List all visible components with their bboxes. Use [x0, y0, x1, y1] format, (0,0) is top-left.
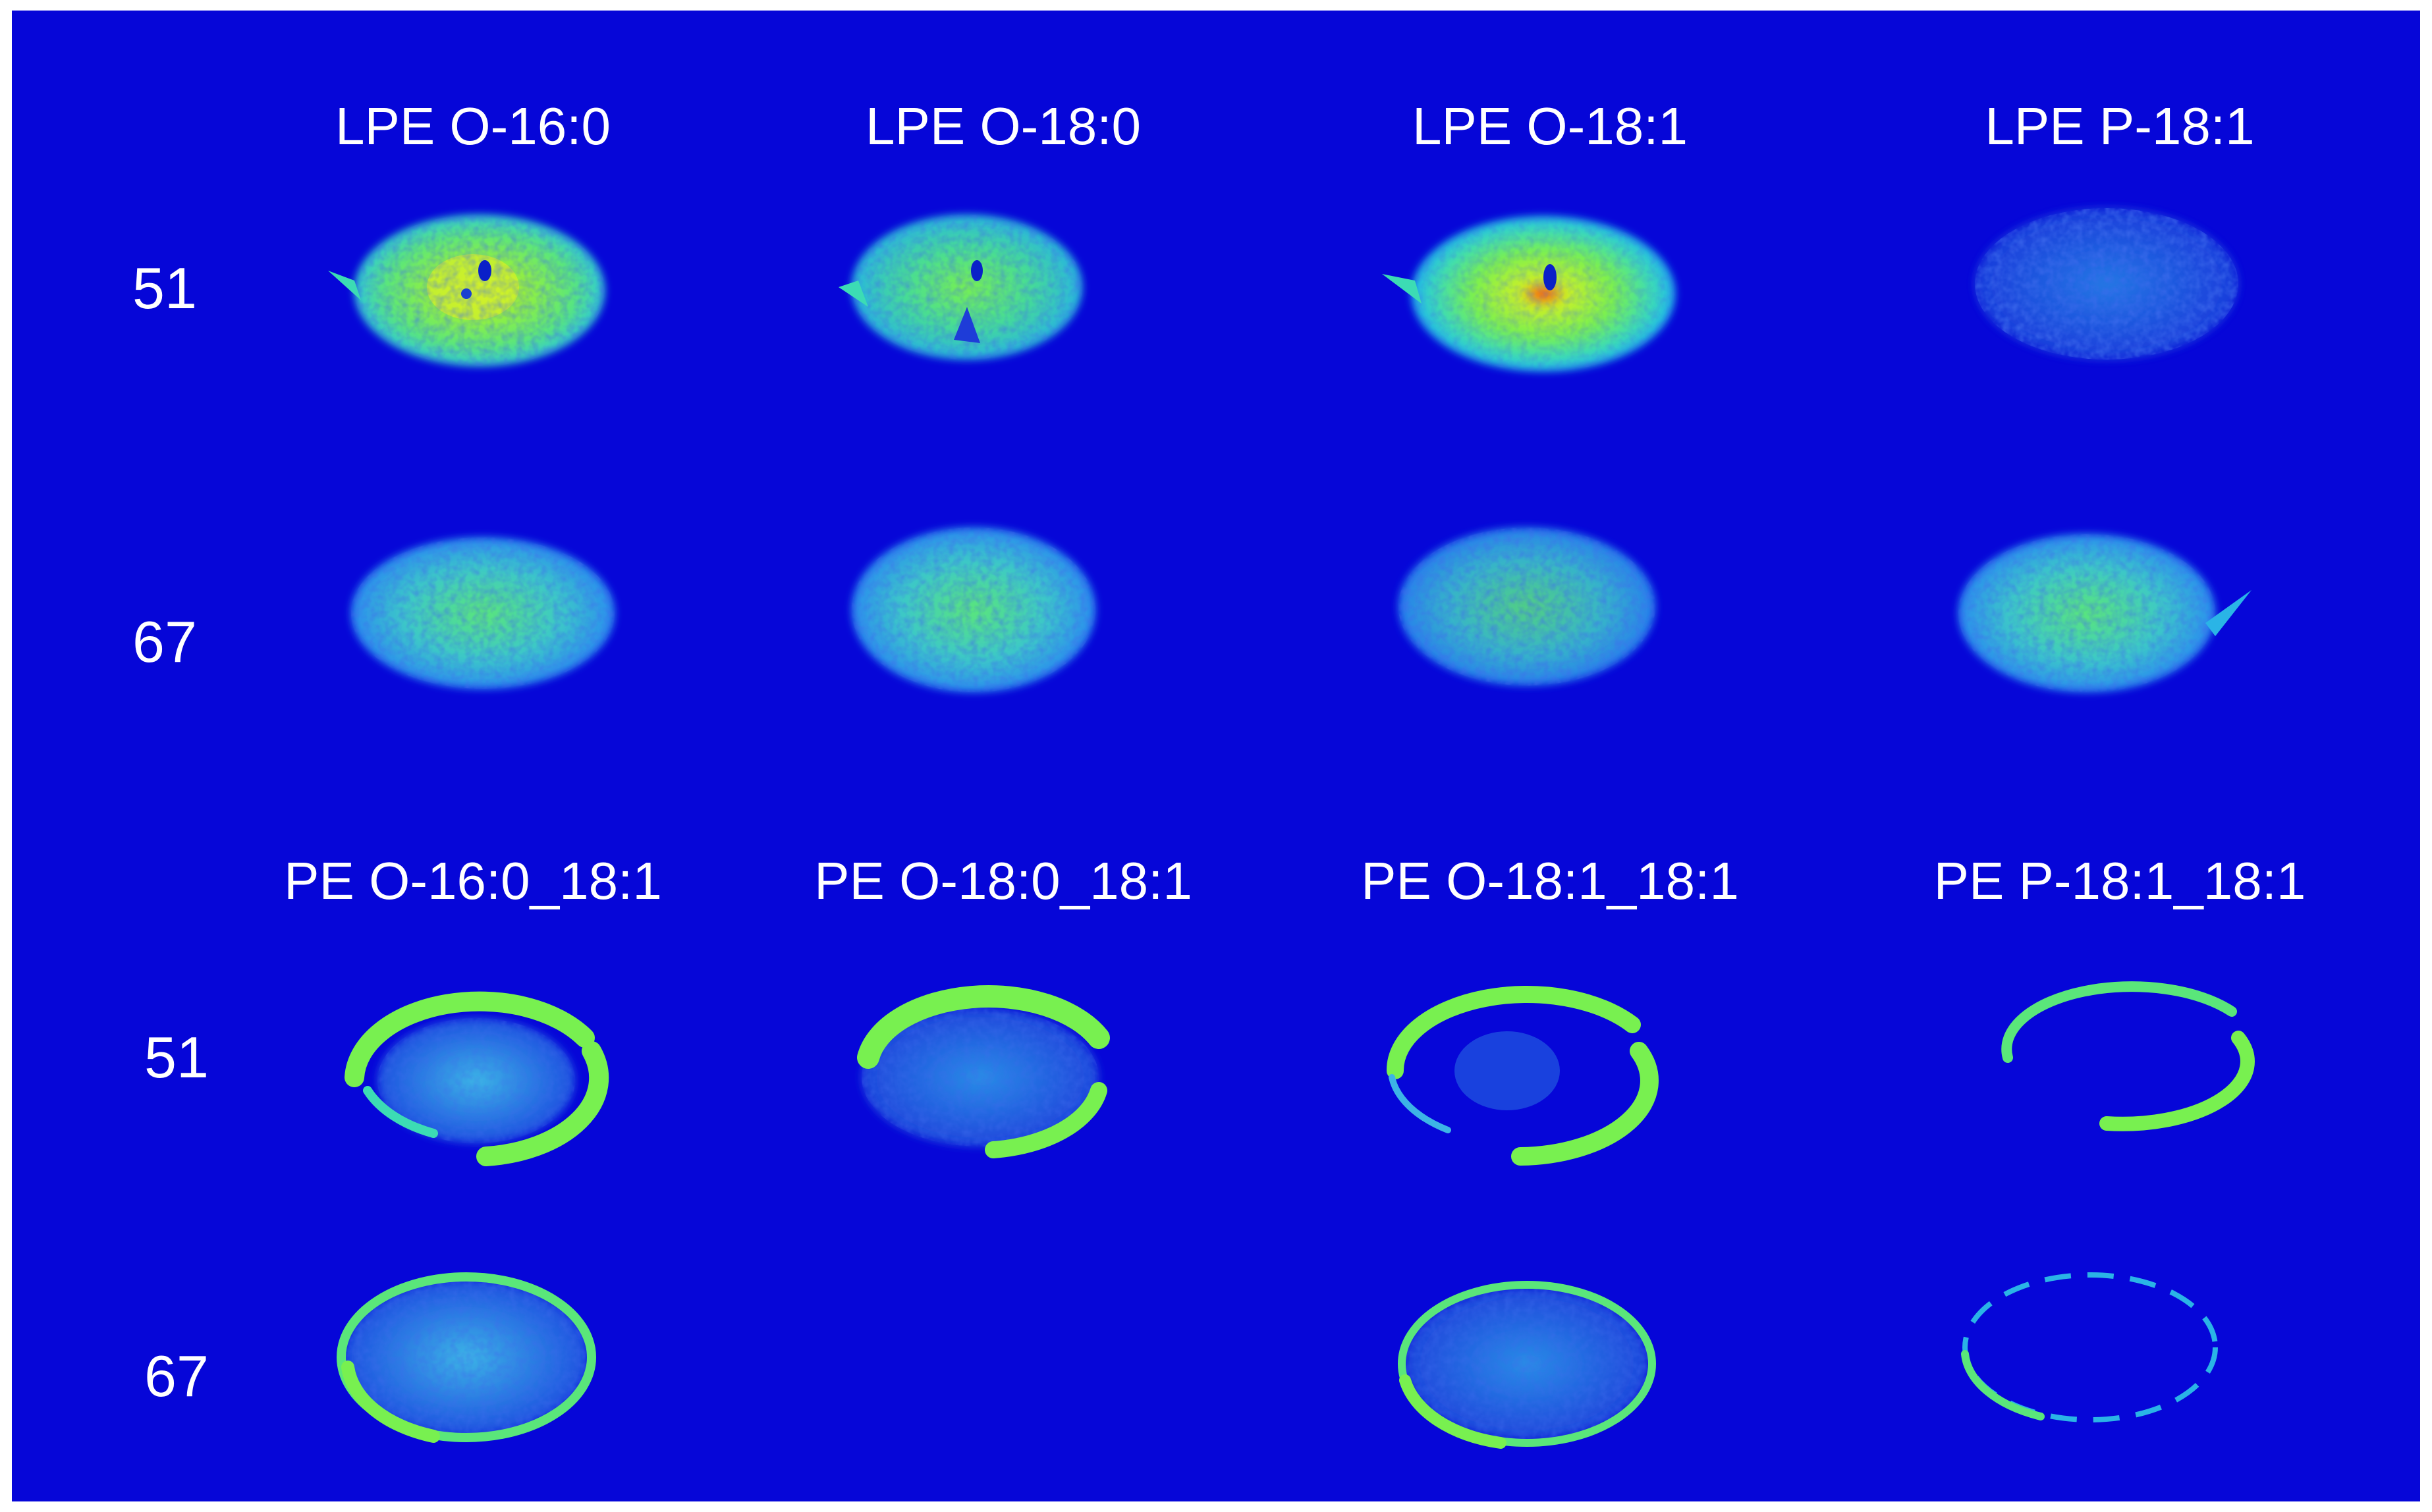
ion-image-lpe-o-18-1-51	[1382, 216, 1675, 371]
row-label-67-top: 67	[132, 609, 197, 674]
ion-image-lpe-o-18-0-67	[852, 527, 1095, 692]
ion-image-pe-o-18-0-18-1-51	[857, 985, 1110, 1158]
ion-image-lpe-o-18-0-51	[839, 215, 1082, 360]
column-title-lpe-o-18-1: LPE O-18:1	[1412, 97, 1688, 155]
column-title-lpe-o-18-0: LPE O-18:0	[865, 97, 1142, 155]
ion-image-lpe-p-18-1-67	[1958, 534, 2252, 692]
column-title-pe-o-18-0-18-1: PE O-18:0_18:1	[814, 851, 1192, 910]
column-title-pe-o-18-1-18-1: PE O-18:1_18:1	[1361, 851, 1739, 910]
row-label-51-top: 51	[132, 256, 197, 321]
row-label-67-bottom: 67	[144, 1343, 209, 1409]
column-title-lpe-o-16-0: LPE O-16:0	[335, 97, 611, 155]
ion-image-lpe-o-16-0-51	[328, 215, 605, 366]
ion-image-lpe-o-18-1-67	[1398, 527, 1655, 686]
ion-image-pe-o-18-1-18-1-51	[1386, 985, 1659, 1166]
column-title-pe-p-18-1-18-1: PE P-18:1_18:1	[1933, 851, 2306, 910]
ion-image-pe-o-18-1-18-1-67	[1398, 1281, 1656, 1449]
ion-image-lpe-o-16-0-67	[351, 537, 615, 689]
ion-image-pe-p-18-1-18-1-67	[1961, 1272, 2218, 1422]
ion-image-pe-o-16-0-18-1-51	[345, 991, 609, 1166]
ion-image-pe-p-18-1-18-1-51	[2001, 981, 2255, 1131]
column-title-lpe-p-18-1: LPE P-18:1	[1985, 97, 2255, 155]
ion-image-lpe-p-18-1-51	[1975, 208, 2238, 360]
column-title-pe-o-16-0-18-1: PE O-16:0_18:1	[284, 851, 662, 910]
ion-image-pe-o-16-0-18-1-67	[337, 1272, 596, 1443]
ion-images	[328, 208, 2255, 1449]
mass-spec-imaging-figure: LPE O-16:0 LPE O-18:0 LPE O-18:1 LPE P-1…	[12, 11, 2420, 1501]
row-label-51-bottom: 51	[144, 1025, 209, 1090]
